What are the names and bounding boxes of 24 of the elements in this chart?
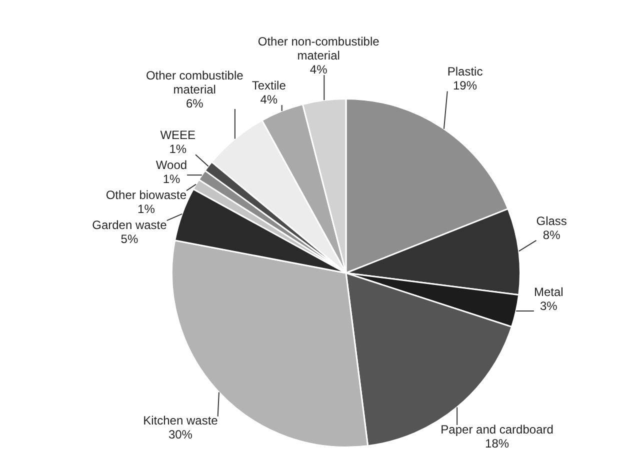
slice-label: WEEE <box>160 128 196 142</box>
slice-label: Glass <box>536 214 567 228</box>
slice-label: Garden waste <box>92 218 168 232</box>
data-label: 1% <box>138 202 156 216</box>
slice-label: Wood <box>156 158 188 172</box>
data-label: 19% <box>453 78 478 93</box>
slice-label: Metal <box>534 285 564 300</box>
slice-label: Plastic <box>447 64 483 79</box>
slice-label: Other biowaste <box>106 188 187 202</box>
data-label: 30% <box>168 428 193 442</box>
data-label: 5% <box>120 232 138 246</box>
data-label: 3% <box>540 299 558 314</box>
data-label: 8% <box>542 228 561 242</box>
data-label: 6% <box>186 96 204 110</box>
data-label: 1% <box>162 172 180 186</box>
data-label: 18% <box>485 436 510 450</box>
data-label: 4% <box>310 62 328 76</box>
data-label: 4% <box>260 92 278 106</box>
data-label: 1% <box>169 142 187 156</box>
slice-label: Kitchen waste <box>143 414 218 428</box>
slice-label: Textile <box>252 78 286 92</box>
slice-label: Other non-combustible material <box>258 34 380 62</box>
slice-label: Paper and cardboard <box>440 422 554 436</box>
slice-label: Other combustible material <box>146 68 244 96</box>
